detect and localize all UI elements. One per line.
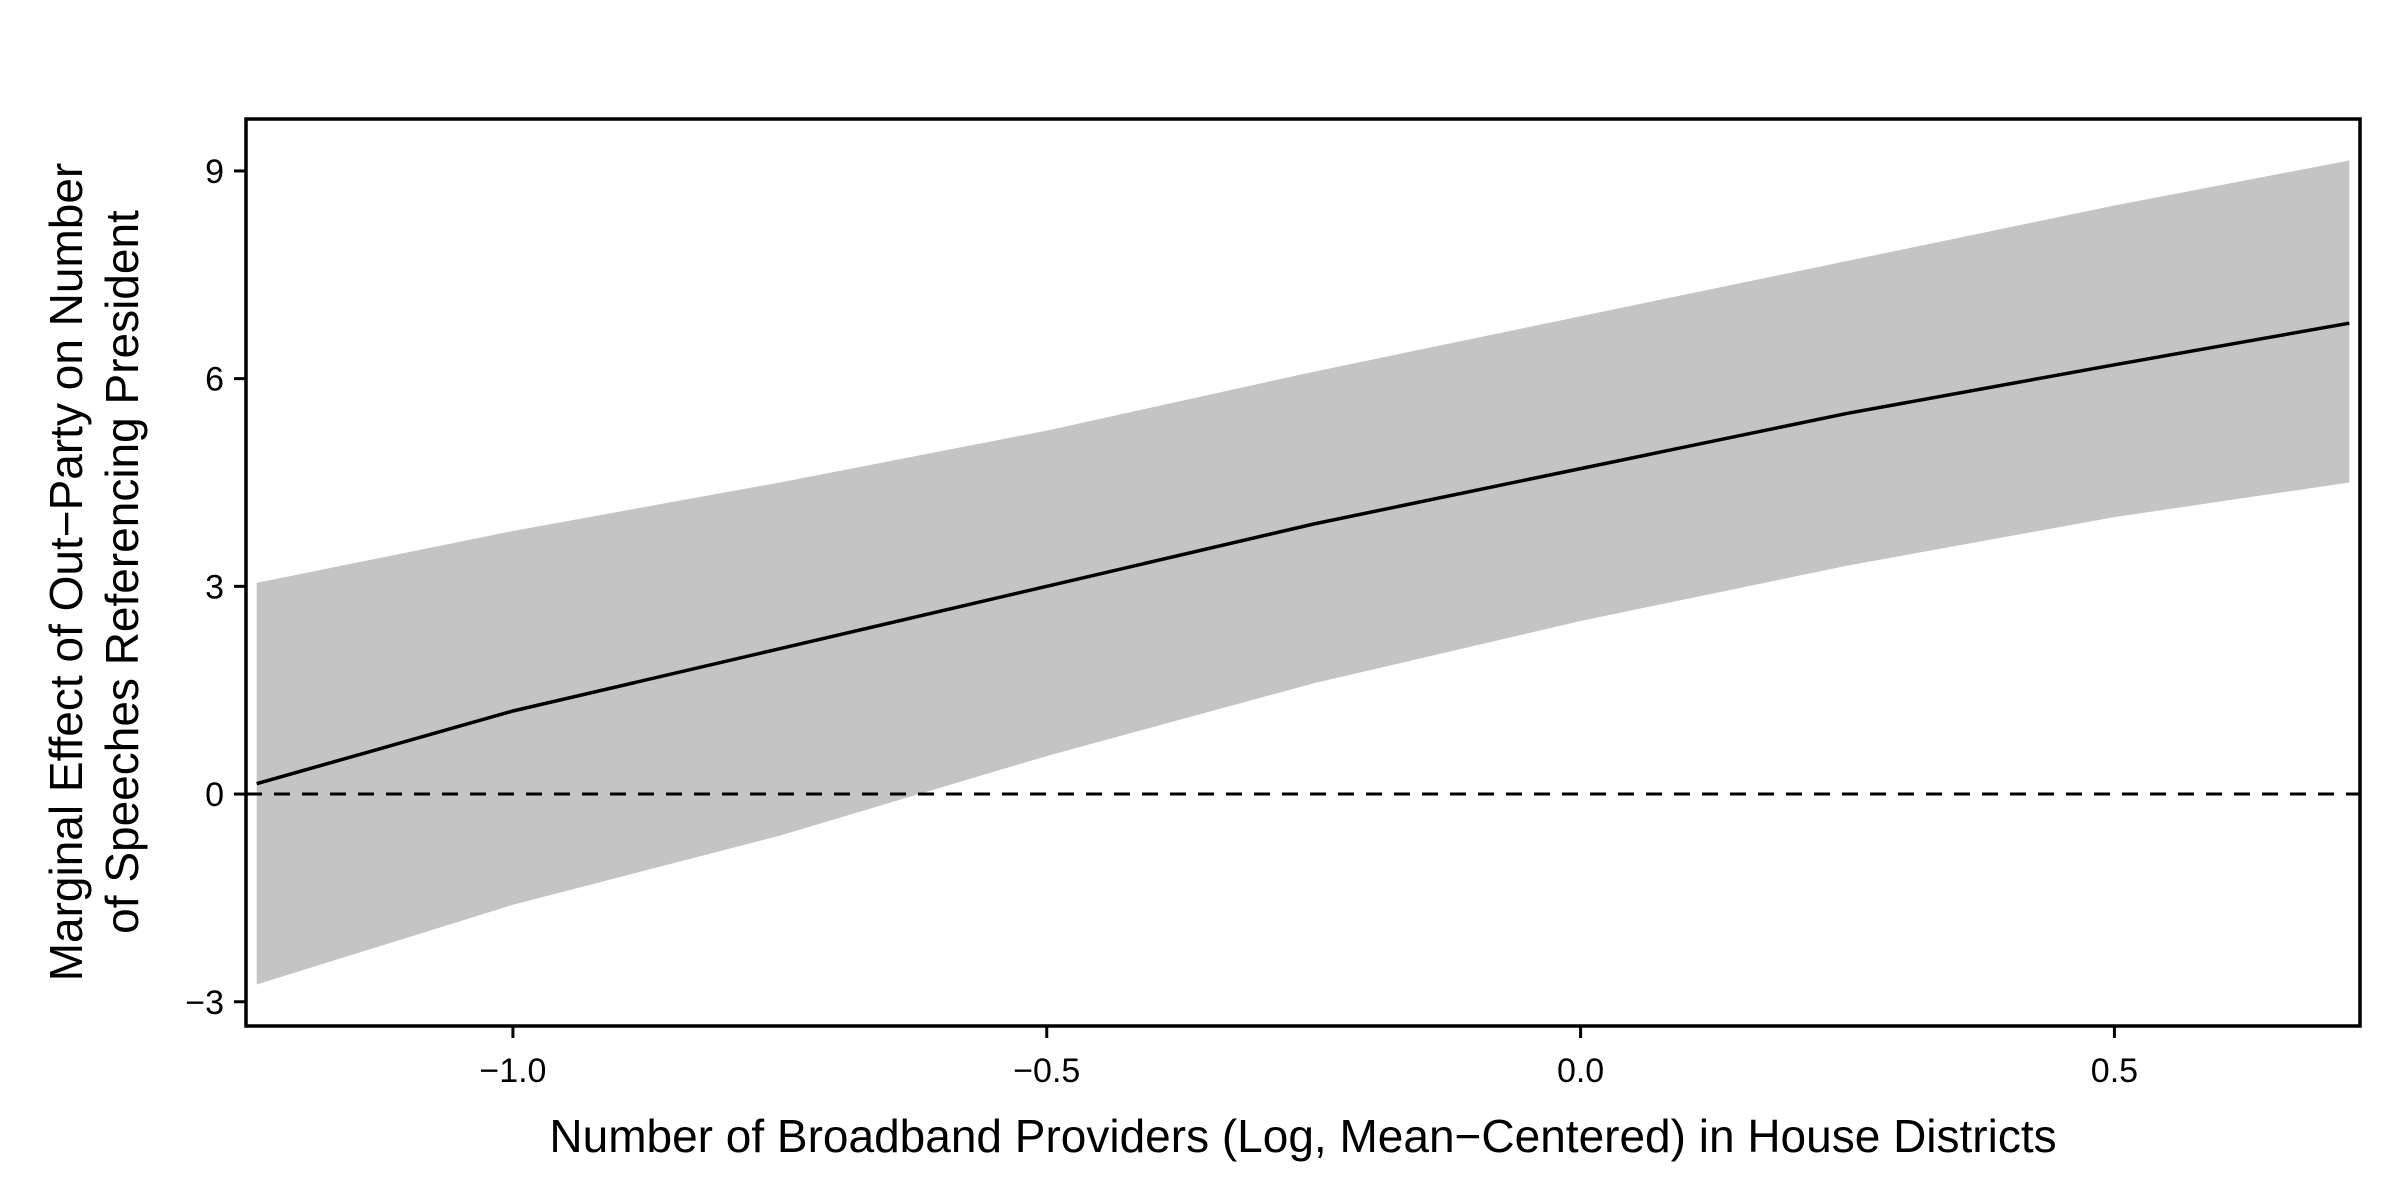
- y-tick-label: −3: [185, 984, 224, 1022]
- x-tick-label: 0.5: [2091, 1052, 2138, 1090]
- y-tick-label: 6: [205, 361, 224, 399]
- marginal-effect-line: [256, 321, 2350, 786]
- y-tick-label: 0: [205, 776, 224, 814]
- x-axis-title: Number of Broadband Providers (Log, Mean…: [549, 1110, 2056, 1162]
- y-axis-title-line-2: of Speeches Referencing President: [96, 210, 148, 934]
- confidence-band: [256, 160, 2350, 985]
- x-tick-label: −0.5: [1013, 1052, 1080, 1090]
- axis-ticks: −1.0 −0.5 0.0 0.5 −3 0 3 6 9: [185, 153, 2138, 1090]
- y-tick-label: 9: [205, 153, 224, 191]
- y-tick-label: 3: [205, 568, 224, 606]
- plot-area: [246, 160, 2360, 985]
- x-tick-label: −1.0: [479, 1052, 546, 1090]
- y-axis-title-line-1: Marginal Effect of Out−Party on Number: [40, 163, 92, 982]
- y-axis-title: Marginal Effect of Out−Party on Number o…: [40, 163, 148, 982]
- x-tick-label: 0.0: [1557, 1052, 1604, 1090]
- plot-frame: [244, 117, 2362, 1028]
